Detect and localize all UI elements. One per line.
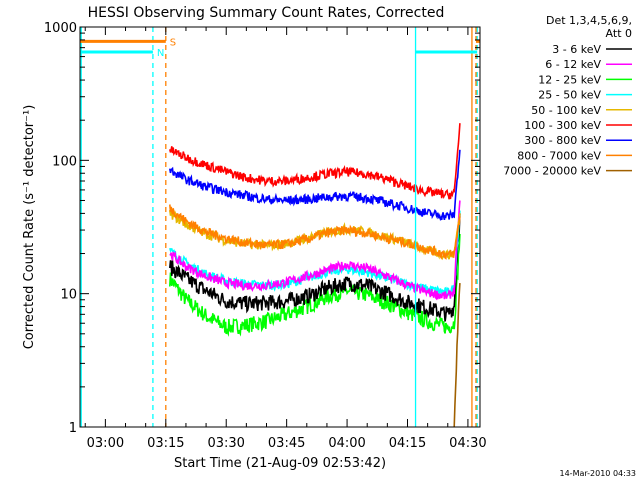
x-tick-label-1: 03:15 <box>147 436 184 451</box>
series-line-5 <box>169 123 461 200</box>
y-axis-label: Corrected Count Rate (s⁻¹ detector⁻¹) <box>22 105 37 350</box>
x-tick-label-2: 03:30 <box>207 436 244 451</box>
legend-label-1: 6 - 12 keV <box>545 58 601 71</box>
x-axis-label: Start Time (21-Aug-09 02:53:42) <box>174 456 386 471</box>
y-tick-label-2: 100 <box>52 154 77 169</box>
y-tick-label-3: 1000 <box>44 21 77 36</box>
legend-label-3: 25 - 50 keV <box>538 89 601 102</box>
series-line-1 <box>169 200 461 301</box>
x-tick-label-3: 03:45 <box>268 436 305 451</box>
series-line-8 <box>453 283 461 427</box>
legend-label-5: 100 - 300 keV <box>524 119 601 132</box>
legend-label-0: 3 - 6 keV <box>552 43 601 56</box>
legend-label-7: 800 - 7000 keV <box>517 149 601 162</box>
series-line-0 <box>169 213 461 322</box>
state-bar-label-1: N <box>157 48 164 59</box>
legend-title-line-2: Att 0 <box>606 27 632 40</box>
y-tick-label-0: 1 <box>69 421 77 436</box>
x-tick-label-4: 04:00 <box>328 436 365 451</box>
series-group <box>169 123 461 427</box>
legend-title-line-1: Det 1,3,4,5,6,9, <box>546 14 632 27</box>
legend: Det 1,3,4,5,6,9, Att 0 3 - 6 keV 6 - 12 k… <box>503 14 632 178</box>
x-tick-label-0: 03:00 <box>87 436 124 451</box>
x-tick-label-5: 04:15 <box>389 436 426 451</box>
y-tick-label-1: 10 <box>60 288 77 303</box>
legend-label-2: 12 - 25 keV <box>538 73 601 86</box>
series-line-6 <box>169 149 461 222</box>
legend-label-4: 50 - 100 keV <box>531 104 601 117</box>
footer-timestamp: 14-Mar-2010 04:33 <box>560 469 637 478</box>
x-tick-label-6: 04:30 <box>449 436 486 451</box>
y-axis: 1 10 100 1000 <box>44 21 480 436</box>
plot-frame <box>79 26 481 428</box>
x-axis: 03:00 03:15 03:30 03:45 04:00 04:15 04:30 <box>84 27 487 451</box>
series-line-7 <box>169 204 461 260</box>
legend-label-6: 300 - 800 keV <box>524 134 601 147</box>
annotation-group: SN <box>80 27 480 427</box>
legend-label-8: 7000 - 20000 keV <box>503 165 601 178</box>
chart-title: HESSI Observing Summary Count Rates, Cor… <box>88 5 445 21</box>
state-bar-label-0: S <box>170 37 176 48</box>
